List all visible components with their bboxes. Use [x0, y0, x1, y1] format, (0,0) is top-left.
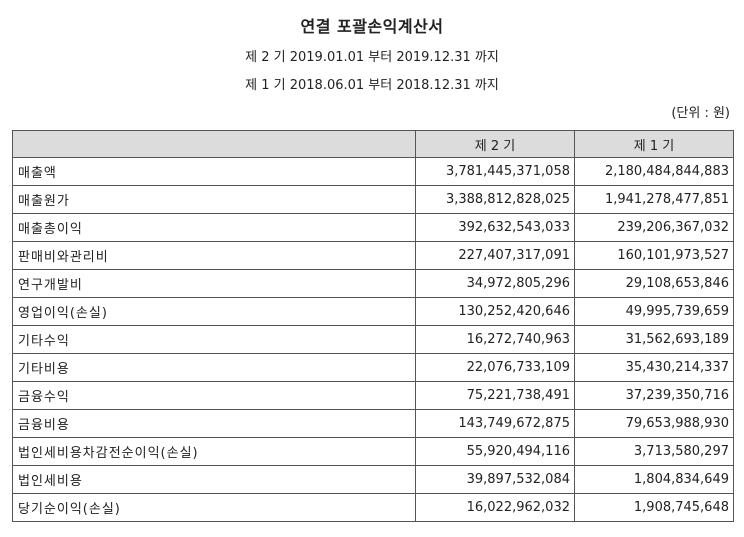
row-label: 매출액 — [12, 157, 416, 186]
table-row: 기타수익 16,272,740,963 31,562,693,189 — [12, 325, 734, 354]
table-row: 매출액 3,781,445,371,058 2,180,484,844,883 — [12, 157, 734, 186]
table-row: 금융비용 143,749,672,875 79,653,988,930 — [12, 409, 734, 438]
previous-period-value: 31,562,693,189 — [574, 325, 734, 354]
current-period-value: 55,920,494,116 — [415, 437, 575, 466]
row-label: 법인세비용차감전순이익(손실) — [12, 437, 416, 466]
table-row: 당기순이익(손실) 16,022,962,032 1,908,745,648 — [12, 493, 734, 522]
period-current: 제 2 기 2019.01.01 부터 2019.12.31 까지 — [245, 50, 499, 65]
current-period-value: 3,388,812,828,025 — [415, 185, 575, 214]
table-row: 판매비와관리비 227,407,317,091 160,101,973,527 — [12, 241, 734, 270]
row-label: 매출원가 — [12, 185, 416, 214]
current-period-value: 16,022,962,032 — [415, 493, 575, 522]
previous-period-value: 1,908,745,648 — [574, 493, 734, 522]
header-label — [12, 130, 416, 158]
table-header-row: 제 2 기 제 1 기 — [12, 130, 734, 158]
previous-period-value: 37,239,350,716 — [574, 381, 734, 410]
previous-period-value: 2,180,484,844,883 — [574, 157, 734, 186]
row-label: 매출총이익 — [12, 213, 416, 242]
previous-period-value: 239,206,367,032 — [574, 213, 734, 242]
current-period-value: 143,749,672,875 — [415, 409, 575, 438]
current-period-value: 392,632,543,033 — [415, 213, 575, 242]
current-period-value: 39,897,532,084 — [415, 465, 575, 494]
table-row: 법인세비용 39,897,532,084 1,804,834,649 — [12, 465, 734, 494]
current-period-value: 22,076,733,109 — [415, 353, 575, 382]
previous-period-value: 1,804,834,649 — [574, 465, 734, 494]
previous-period-value: 79,653,988,930 — [574, 409, 734, 438]
table-row: 매출총이익 392,632,543,033 239,206,367,032 — [12, 213, 734, 242]
previous-period-value: 1,941,278,477,851 — [574, 185, 734, 214]
header-previous-period: 제 1 기 — [574, 130, 734, 158]
row-label: 금융수익 — [12, 381, 416, 410]
row-label: 연구개발비 — [12, 269, 416, 298]
statement-title: 연결 포괄손익계산서 — [300, 17, 444, 36]
current-period-value: 3,781,445,371,058 — [415, 157, 575, 186]
table-row: 연구개발비 34,972,805,296 29,108,653,846 — [12, 269, 734, 298]
header-current-period: 제 2 기 — [415, 130, 575, 158]
previous-period-value: 49,995,739,659 — [574, 297, 734, 326]
row-label: 당기순이익(손실) — [12, 493, 416, 522]
table-row: 법인세비용차감전순이익(손실) 55,920,494,116 3,713,580,2… — [12, 437, 734, 466]
row-label: 법인세비용 — [12, 465, 416, 494]
income-statement-table: 제 2 기 제 1 기 매출액 3,781,445,371,058 2,180,48… — [12, 130, 734, 522]
row-label: 기타비용 — [12, 353, 416, 382]
current-period-value: 227,407,317,091 — [415, 241, 575, 270]
current-period-value: 75,221,738,491 — [415, 381, 575, 410]
row-label: 금융비용 — [12, 409, 416, 438]
table-body: 매출액 3,781,445,371,058 2,180,484,844,883 매출원… — [12, 157, 734, 522]
current-period-value: 34,972,805,296 — [415, 269, 575, 298]
current-period-value: 130,252,420,646 — [415, 297, 575, 326]
table-row: 매출원가 3,388,812,828,025 1,941,278,477,851 — [12, 185, 734, 214]
row-label: 판매비와관리비 — [12, 241, 416, 270]
table-row: 금융수익 75,221,738,491 37,239,350,716 — [12, 381, 734, 410]
previous-period-value: 35,430,214,337 — [574, 353, 734, 382]
table-row: 영업이익(손실) 130,252,420,646 49,995,739,659 — [12, 297, 734, 326]
row-label: 영업이익(손실) — [12, 297, 416, 326]
previous-period-value: 29,108,653,846 — [574, 269, 734, 298]
period-previous: 제 1 기 2018.06.01 부터 2018.12.31 까지 — [245, 78, 499, 93]
current-period-value: 16,272,740,963 — [415, 325, 575, 354]
row-label: 기타수익 — [12, 325, 416, 354]
previous-period-value: 3,713,580,297 — [574, 437, 734, 466]
unit-label: (단위 : 원) — [671, 106, 730, 121]
table-row: 기타비용 22,076,733,109 35,430,214,337 — [12, 353, 734, 382]
previous-period-value: 160,101,973,527 — [574, 241, 734, 270]
